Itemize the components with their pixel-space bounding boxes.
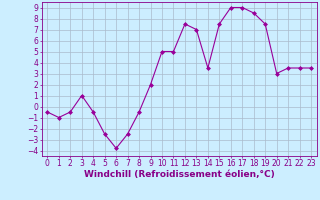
X-axis label: Windchill (Refroidissement éolien,°C): Windchill (Refroidissement éolien,°C) [84, 170, 275, 179]
